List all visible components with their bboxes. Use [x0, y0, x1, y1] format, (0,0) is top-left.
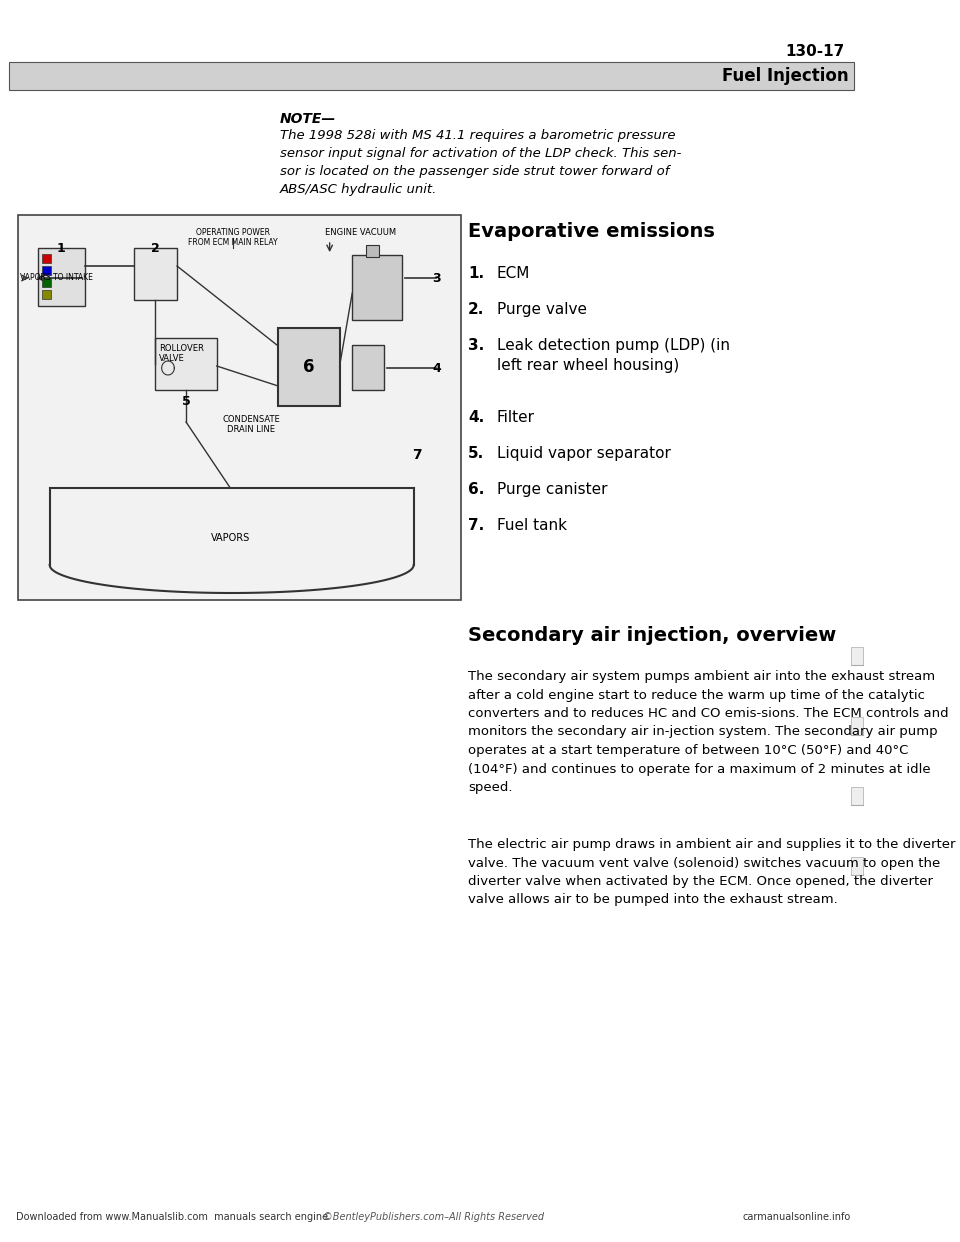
- Text: 130-17: 130-17: [785, 45, 845, 60]
- Bar: [41, 266, 52, 274]
- Bar: [352, 345, 384, 390]
- Bar: [41, 289, 52, 299]
- Text: VAPORS: VAPORS: [210, 533, 250, 543]
- Bar: [9, 62, 853, 89]
- Bar: [851, 787, 862, 805]
- Text: 5.: 5.: [468, 446, 484, 461]
- Text: OPERATING POWER
FROM ECM MAIN RELAY: OPERATING POWER FROM ECM MAIN RELAY: [188, 229, 277, 247]
- Text: Purge valve: Purge valve: [496, 302, 587, 317]
- Text: 7.: 7.: [468, 518, 484, 533]
- Text: 4.: 4.: [468, 410, 484, 425]
- Text: Leak detection pump (LDP) (in
left rear wheel housing): Leak detection pump (LDP) (in left rear …: [496, 338, 730, 373]
- Text: ©BentleyPublishers.com–All Rights Reserved: ©BentleyPublishers.com–All Rights Reserv…: [323, 1212, 544, 1222]
- Text: Fuel tank: Fuel tank: [496, 518, 566, 533]
- Text: ROLLOVER
VALVE: ROLLOVER VALVE: [159, 344, 204, 364]
- Text: 2.: 2.: [468, 302, 484, 317]
- Text: The electric air pump draws in ambient air and supplies it to the diverter valve: The electric air pump draws in ambient a…: [468, 838, 955, 907]
- Text: The 1998 528i with MS 41.1 requires a barometric pressure
sensor input signal fo: The 1998 528i with MS 41.1 requires a ba…: [280, 129, 682, 196]
- Bar: [18, 215, 461, 600]
- Text: Fuel Injection: Fuel Injection: [722, 67, 849, 84]
- Text: NOTE—: NOTE—: [280, 112, 336, 125]
- Bar: [352, 255, 402, 320]
- Text: 3.: 3.: [468, 338, 484, 353]
- Text: Downloaded from www.Manualslib.com  manuals search engine: Downloaded from www.Manualslib.com manua…: [16, 1212, 328, 1222]
- Text: The secondary air system pumps ambient air into the exhaust stream after a cold : The secondary air system pumps ambient a…: [468, 669, 948, 794]
- Text: ECM: ECM: [496, 266, 530, 281]
- Bar: [366, 245, 379, 257]
- Text: 6.: 6.: [468, 482, 484, 497]
- Bar: [851, 857, 862, 876]
- Text: Filter: Filter: [496, 410, 535, 425]
- Text: 6: 6: [303, 358, 315, 376]
- Bar: [156, 338, 217, 390]
- Bar: [38, 248, 84, 306]
- Text: 5: 5: [181, 395, 190, 409]
- Text: 4: 4: [432, 361, 441, 375]
- Text: 2: 2: [151, 242, 159, 255]
- Text: ENGINE VACUUM: ENGINE VACUUM: [325, 229, 396, 237]
- Text: VAPORS TO INTAKE: VAPORS TO INTAKE: [20, 273, 93, 282]
- Text: carmanualsonline.info: carmanualsonline.info: [742, 1212, 851, 1222]
- Text: 1: 1: [57, 242, 66, 255]
- Bar: [133, 248, 177, 301]
- Text: Secondary air injection, overview: Secondary air injection, overview: [468, 626, 836, 645]
- Text: 3: 3: [432, 272, 441, 284]
- Bar: [851, 717, 862, 735]
- Bar: [278, 328, 340, 406]
- Text: Liquid vapor separator: Liquid vapor separator: [496, 446, 671, 461]
- Bar: [851, 647, 862, 664]
- Text: 1.: 1.: [468, 266, 484, 281]
- Bar: [41, 255, 52, 263]
- Text: Evaporative emissions: Evaporative emissions: [468, 222, 715, 241]
- Text: Purge canister: Purge canister: [496, 482, 608, 497]
- Text: CONDENSATE
DRAIN LINE: CONDENSATE DRAIN LINE: [222, 415, 280, 435]
- Bar: [41, 278, 52, 287]
- Text: 7: 7: [413, 448, 422, 462]
